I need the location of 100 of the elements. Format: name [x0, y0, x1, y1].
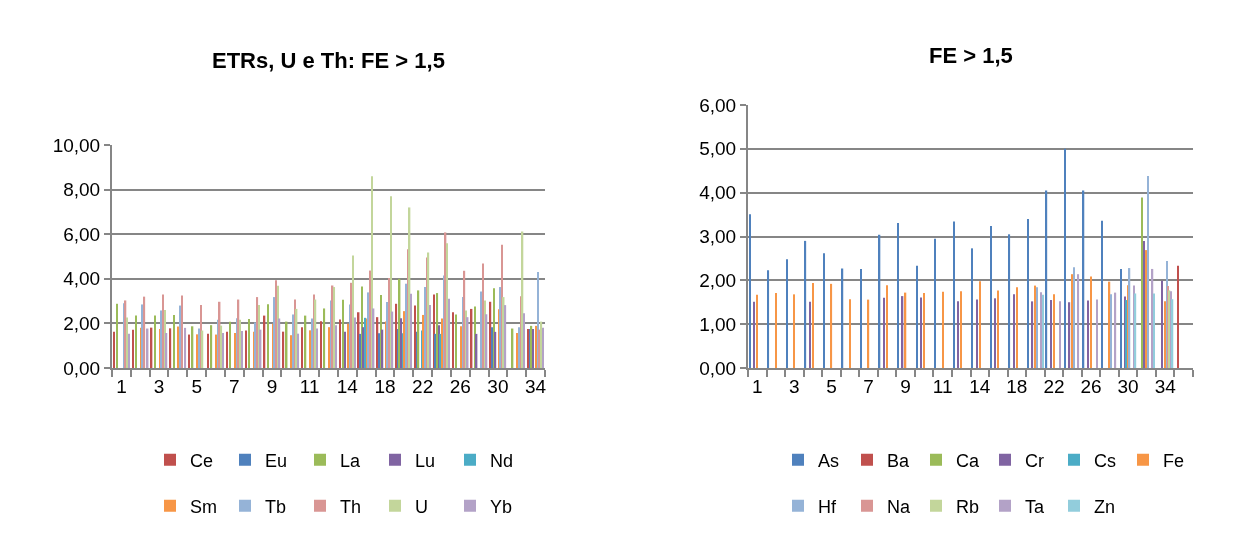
- bar: [116, 303, 119, 368]
- bar: [1053, 294, 1055, 368]
- legend-label: Ta: [1025, 496, 1045, 517]
- bar: [400, 318, 403, 368]
- bar: [523, 313, 525, 368]
- bar: [417, 290, 420, 368]
- x-tick-label: 3: [153, 375, 165, 397]
- bar: [793, 294, 796, 368]
- bar: [207, 333, 209, 368]
- x-tick-label: 26: [1080, 375, 1102, 397]
- bar: [229, 321, 231, 368]
- bar: [542, 327, 544, 368]
- bar: [1153, 293, 1155, 368]
- bar: [245, 330, 247, 368]
- bar: [369, 270, 372, 368]
- bar: [179, 305, 182, 368]
- y-tick-label: 10,00: [52, 134, 101, 156]
- bar: [188, 334, 191, 368]
- bar: [971, 248, 974, 368]
- y-tick-label: 4,00: [699, 182, 737, 204]
- bar: [1114, 292, 1117, 368]
- bar: [460, 326, 462, 368]
- bar: [1059, 301, 1061, 368]
- bar: [491, 327, 493, 368]
- bar: [809, 301, 811, 368]
- x-tick-label: 5: [826, 375, 837, 397]
- bar: [222, 332, 224, 368]
- y-tick-label: 2,00: [63, 313, 101, 335]
- bar: [1090, 276, 1092, 368]
- bar: [1161, 280, 1163, 368]
- bar: [278, 318, 281, 368]
- bar: [953, 221, 955, 368]
- legend-label: Lu: [415, 450, 436, 471]
- bar: [756, 294, 758, 368]
- y-tick-label: 1,00: [699, 313, 737, 335]
- bar: [354, 317, 356, 368]
- bar: [198, 328, 200, 368]
- x-tick-label: 1: [751, 375, 763, 397]
- bar: [1077, 274, 1080, 368]
- y-tick-label: 4,00: [63, 268, 101, 290]
- bar: [388, 277, 390, 368]
- bar: [830, 283, 833, 368]
- x-tick-label: 34: [525, 375, 547, 397]
- bar: [267, 304, 269, 368]
- x-tick-label: 14: [336, 375, 359, 397]
- y-tick-label: 2,00: [699, 269, 737, 291]
- bar: [422, 314, 425, 368]
- bar: [352, 255, 354, 368]
- bar: [344, 331, 346, 368]
- bar: [323, 308, 326, 368]
- x-tick-label: 5: [191, 375, 203, 397]
- bar: [128, 333, 130, 368]
- bar: [990, 225, 992, 368]
- x-tick-label: 18: [374, 375, 396, 397]
- bar: [540, 321, 543, 368]
- bar: [849, 299, 851, 368]
- x-tick-label: 3: [789, 375, 800, 397]
- bar: [424, 287, 426, 368]
- x-tick-label: 18: [1006, 375, 1028, 397]
- x-tick-label: 14: [969, 375, 991, 397]
- legend-label: Zn: [1094, 496, 1116, 517]
- bar: [749, 214, 751, 368]
- legend-label: As: [818, 450, 840, 471]
- legend-label: Fe: [1163, 450, 1185, 471]
- bar: [350, 282, 353, 368]
- bar: [535, 325, 538, 368]
- bar: [1064, 148, 1066, 368]
- bar: [297, 333, 300, 368]
- bar: [436, 293, 439, 368]
- bar: [135, 315, 137, 368]
- bar: [162, 294, 164, 368]
- bar: [775, 293, 777, 368]
- bar: [215, 334, 218, 368]
- bar: [860, 268, 862, 368]
- bar: [275, 280, 277, 368]
- bar: [916, 265, 918, 368]
- legend-label: Eu: [265, 450, 288, 471]
- bar: [282, 331, 285, 368]
- bar: [248, 318, 250, 368]
- bar: [359, 333, 362, 368]
- bar: [441, 318, 444, 368]
- bar: [427, 252, 430, 368]
- bar: [1134, 293, 1137, 368]
- bar: [920, 297, 922, 368]
- bar: [1164, 301, 1166, 368]
- chart-title: FE > 1,5: [929, 43, 1013, 68]
- y-tick-label: 8,00: [63, 179, 101, 201]
- bar: [1008, 234, 1011, 368]
- bar: [405, 283, 408, 368]
- y-tick-label: 6,00: [63, 223, 101, 245]
- y-tick-label: 6,00: [699, 94, 737, 116]
- y-tick-label: 0,00: [63, 357, 101, 379]
- bar: [184, 327, 187, 368]
- bar: [1013, 294, 1015, 368]
- bar: [823, 253, 825, 368]
- x-tick-label: 9: [266, 375, 278, 397]
- legend-label: Ca: [956, 450, 980, 471]
- bar: [173, 314, 175, 368]
- bar: [320, 321, 322, 368]
- legend-label: U: [415, 496, 428, 517]
